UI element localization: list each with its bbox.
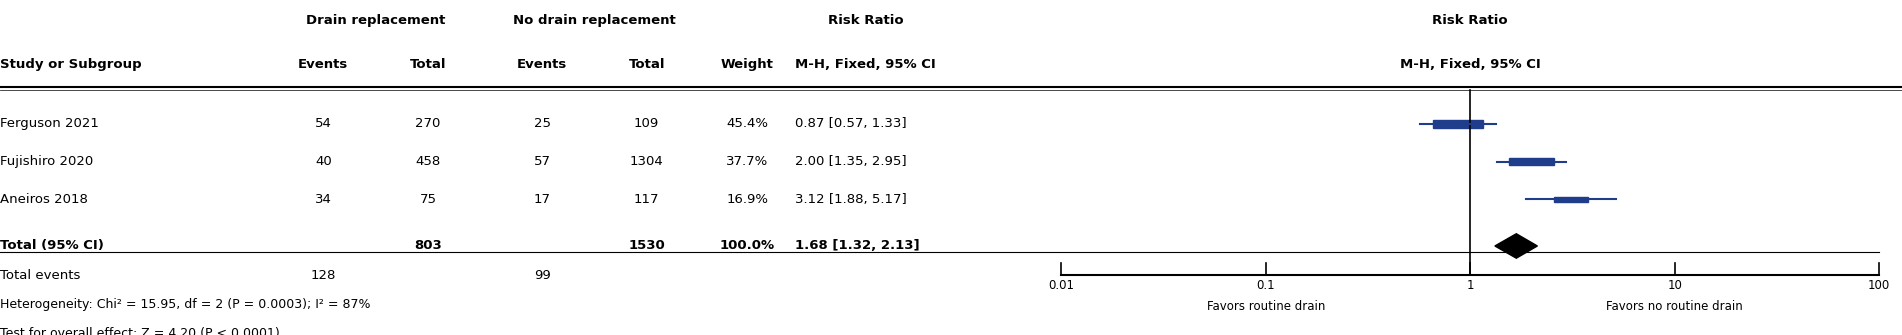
Text: Weight: Weight — [721, 58, 774, 71]
Text: Fujishiro 2020: Fujishiro 2020 — [0, 155, 93, 168]
Text: Total (95% CI): Total (95% CI) — [0, 240, 105, 253]
Text: 57: 57 — [534, 155, 550, 168]
Text: 1: 1 — [1466, 279, 1474, 292]
Text: 0.87 [0.57, 1.33]: 0.87 [0.57, 1.33] — [795, 117, 907, 130]
Text: 100: 100 — [1868, 279, 1891, 292]
Text: 2.00 [1.35, 2.95]: 2.00 [1.35, 2.95] — [795, 155, 907, 168]
Bar — [1554, 197, 1588, 202]
Text: Aneiros 2018: Aneiros 2018 — [0, 193, 87, 206]
Text: Total: Total — [628, 58, 666, 71]
Text: 803: 803 — [415, 240, 441, 253]
Text: 0.1: 0.1 — [1257, 279, 1274, 292]
Text: 1530: 1530 — [628, 240, 666, 253]
Text: Risk Ratio: Risk Ratio — [827, 14, 903, 27]
Text: 99: 99 — [534, 269, 550, 282]
Text: 3.12 [1.88, 5.17]: 3.12 [1.88, 5.17] — [795, 193, 907, 206]
Text: 45.4%: 45.4% — [727, 117, 768, 130]
Text: Study or Subgroup: Study or Subgroup — [0, 58, 141, 71]
Text: 75: 75 — [420, 193, 436, 206]
Text: Test for overall effect: Z = 4.20 (P < 0.0001): Test for overall effect: Z = 4.20 (P < 0… — [0, 327, 280, 335]
Text: Favors no routine drain: Favors no routine drain — [1607, 300, 1742, 313]
Text: 1.68 [1.32, 2.13]: 1.68 [1.32, 2.13] — [795, 240, 921, 253]
Text: Drain replacement: Drain replacement — [306, 14, 445, 27]
Text: 37.7%: 37.7% — [727, 155, 768, 168]
Text: Total events: Total events — [0, 269, 80, 282]
Text: Heterogeneity: Chi² = 15.95, df = 2 (P = 0.0003); I² = 87%: Heterogeneity: Chi² = 15.95, df = 2 (P =… — [0, 298, 371, 311]
Text: 54: 54 — [316, 117, 331, 130]
Text: No drain replacement: No drain replacement — [514, 14, 675, 27]
Text: 270: 270 — [415, 117, 441, 130]
Text: Total: Total — [409, 58, 447, 71]
Text: 34: 34 — [316, 193, 331, 206]
Text: 117: 117 — [633, 193, 660, 206]
Text: Favors routine drain: Favors routine drain — [1206, 300, 1326, 313]
Text: 109: 109 — [633, 117, 660, 130]
Text: 0.01: 0.01 — [1048, 279, 1075, 292]
Text: Events: Events — [299, 58, 348, 71]
Text: 17: 17 — [534, 193, 550, 206]
Text: 40: 40 — [316, 155, 331, 168]
Text: M-H, Fixed, 95% CI: M-H, Fixed, 95% CI — [1400, 58, 1541, 71]
Bar — [1508, 158, 1554, 165]
Text: 458: 458 — [415, 155, 441, 168]
Text: Events: Events — [517, 58, 567, 71]
Text: 100.0%: 100.0% — [721, 240, 774, 253]
Bar — [1432, 120, 1482, 128]
Text: 16.9%: 16.9% — [727, 193, 768, 206]
Text: 25: 25 — [534, 117, 550, 130]
Text: Ferguson 2021: Ferguson 2021 — [0, 117, 99, 130]
Text: 10: 10 — [1668, 279, 1681, 292]
Text: 128: 128 — [310, 269, 337, 282]
Text: M-H, Fixed, 95% CI: M-H, Fixed, 95% CI — [795, 58, 936, 71]
Text: Risk Ratio: Risk Ratio — [1432, 14, 1508, 27]
Text: 1304: 1304 — [630, 155, 664, 168]
Polygon shape — [1495, 234, 1537, 258]
